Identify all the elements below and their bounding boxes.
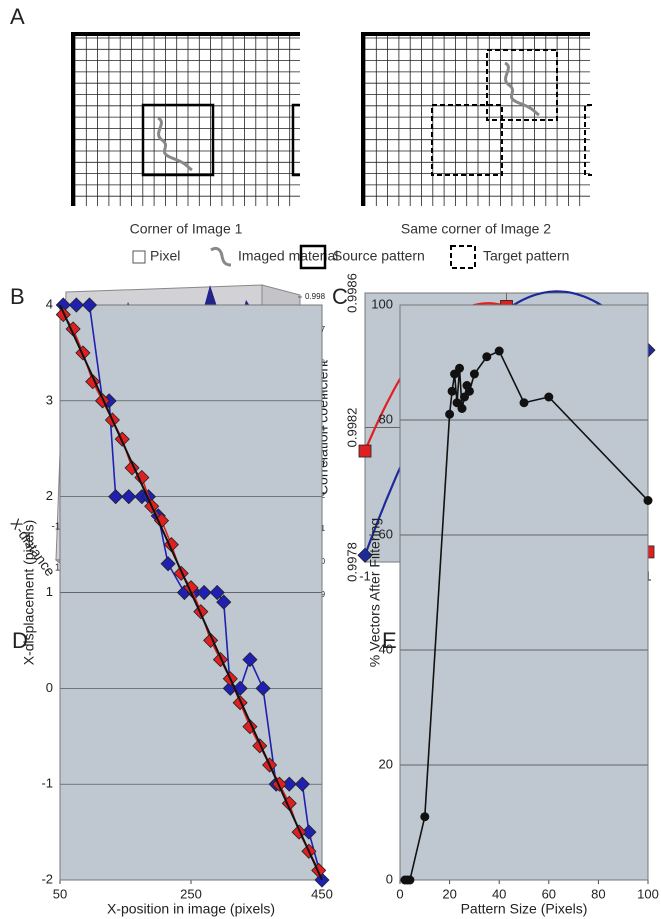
marker xyxy=(242,652,258,668)
panel-label: E xyxy=(382,628,397,653)
y-tick-label: 2 xyxy=(46,488,53,503)
marker xyxy=(405,875,415,885)
y-tick-label: 20 xyxy=(379,756,393,771)
y-tick-label: 40 xyxy=(379,641,393,656)
marker xyxy=(121,489,137,505)
y-tick-label: 0.9986 xyxy=(344,273,359,313)
y-tick-label: -2 xyxy=(41,871,53,886)
marker xyxy=(357,547,373,563)
z-tick-label: 0.998 xyxy=(305,292,326,301)
legend-label: Pixel xyxy=(150,248,180,264)
y-tick-label: 3 xyxy=(46,392,53,407)
legend-label: Target pattern xyxy=(483,248,569,264)
y-tick-label: 1 xyxy=(46,584,53,599)
marker xyxy=(209,584,225,601)
y-tick-label: 60 xyxy=(379,526,393,541)
y-tick-label: -1 xyxy=(41,776,53,791)
y-tick-label: 0.9982 xyxy=(344,408,359,448)
series-line xyxy=(59,304,323,881)
source-pattern-partial xyxy=(291,103,300,177)
marker xyxy=(81,297,98,313)
y-tick-label: -15 xyxy=(52,522,67,533)
x-tick-label: 20 xyxy=(442,886,456,901)
caption: Corner of Image 1 xyxy=(130,221,243,237)
legend-source-icon xyxy=(299,244,327,270)
y-axis-label: X-displacement (pixels) xyxy=(21,520,37,666)
x-tick-label: 450 xyxy=(311,886,333,901)
source-pattern xyxy=(141,103,215,177)
y-tick-label: 4 xyxy=(46,296,53,311)
marker xyxy=(420,812,430,822)
x-tick-label: 0 xyxy=(396,886,403,901)
y-tick-label: 100 xyxy=(371,296,393,311)
marker xyxy=(464,386,474,396)
y-tick-label: 0.9978 xyxy=(344,542,359,582)
plot-background xyxy=(400,305,648,880)
panel-label: C xyxy=(332,284,348,309)
marker xyxy=(68,297,84,313)
imaged-material xyxy=(504,61,540,117)
x-tick-label: 40 xyxy=(492,886,506,901)
panel-label: D xyxy=(12,628,28,653)
y-tick-label: 0 xyxy=(386,871,393,886)
x-tick-label: 80 xyxy=(591,886,605,901)
marker xyxy=(358,444,372,458)
patterns xyxy=(141,49,592,177)
legend-label: Source pattern xyxy=(333,248,425,264)
x-tick-label: -1 xyxy=(359,568,371,583)
marker xyxy=(494,346,504,356)
marker xyxy=(482,352,492,362)
marker xyxy=(455,363,465,373)
legend-material-icon xyxy=(210,246,232,267)
caption: Same corner of Image 2 xyxy=(401,221,551,237)
marker xyxy=(643,496,653,505)
plot-frame xyxy=(399,304,649,881)
x-tick-label: 50 xyxy=(53,886,67,901)
target-pattern xyxy=(486,49,558,121)
marker xyxy=(160,556,176,572)
x-tick-label: 100 xyxy=(637,886,659,901)
marker xyxy=(457,404,467,413)
panel-label: B xyxy=(10,284,25,309)
marker xyxy=(294,776,310,792)
marker xyxy=(469,369,479,379)
plot-frame xyxy=(59,304,323,881)
marker xyxy=(196,584,212,601)
marker xyxy=(216,594,232,610)
marker xyxy=(544,392,554,402)
legend-label: Imaged material xyxy=(238,248,338,264)
y-tick-label: 0 xyxy=(46,680,53,695)
imaged-material xyxy=(157,116,193,172)
marker xyxy=(242,719,258,735)
marker xyxy=(519,398,529,408)
target-pattern-partial xyxy=(584,104,592,176)
marker xyxy=(445,409,455,419)
marker xyxy=(255,680,271,696)
legend-target-icon xyxy=(450,245,476,269)
legend-pixel-icon xyxy=(132,250,146,264)
x-axis-label: X-position in image (pixels) xyxy=(107,901,275,917)
target-pattern xyxy=(431,104,503,176)
x-tick-label: 60 xyxy=(542,886,556,901)
pixel-grids xyxy=(71,32,590,206)
panel-label: A xyxy=(10,4,25,29)
marker xyxy=(108,489,124,505)
y-axis-label: % Vectors After Filtering xyxy=(367,518,383,667)
x-tick-label: 250 xyxy=(180,886,202,901)
y-tick-label: 80 xyxy=(379,411,393,426)
marker xyxy=(447,386,457,396)
x-axis-label: Pattern Size (Pixels) xyxy=(461,901,588,917)
